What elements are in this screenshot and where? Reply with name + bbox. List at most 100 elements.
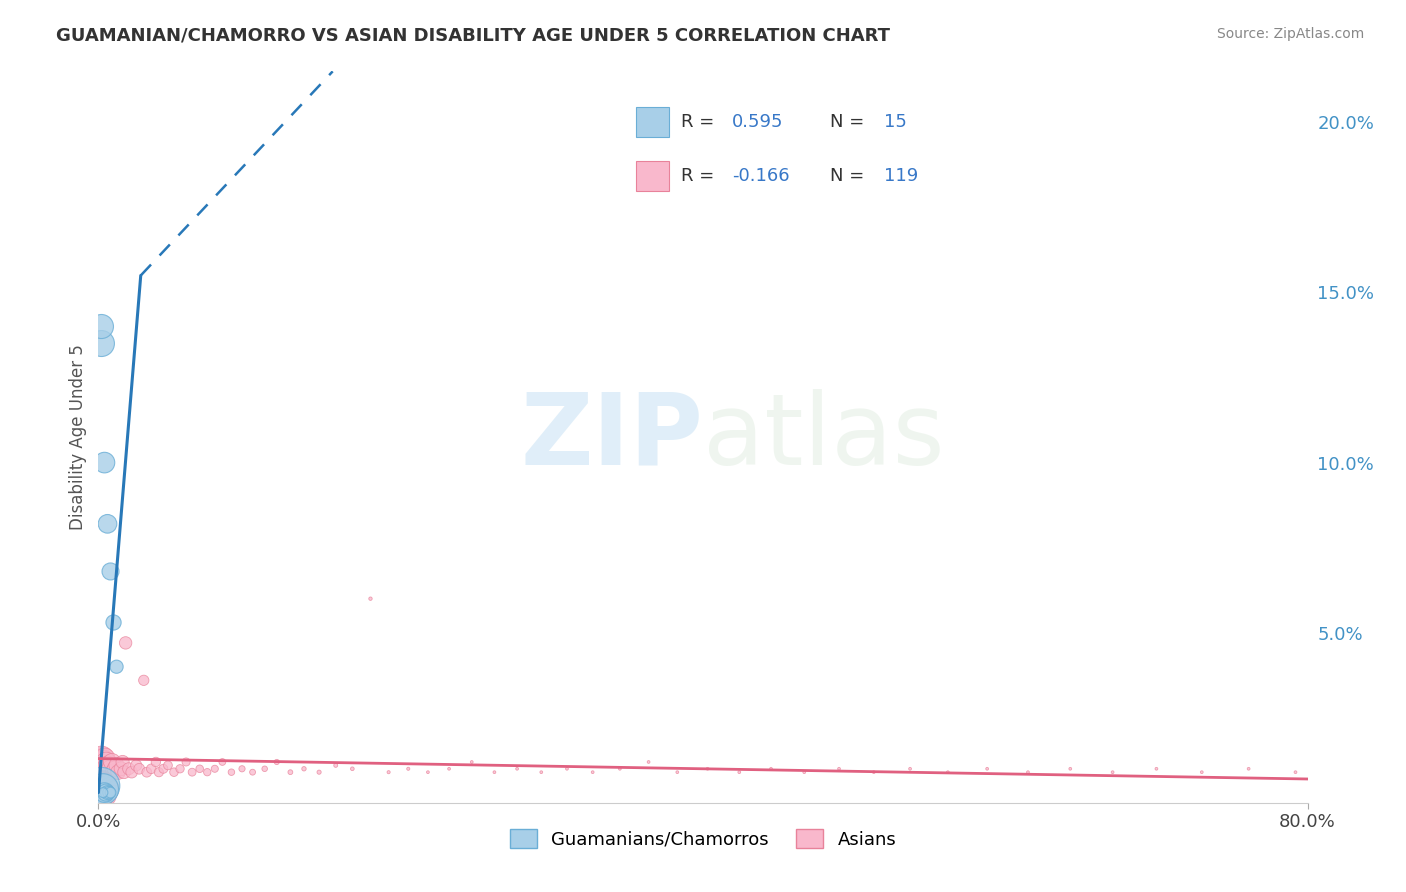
Point (100, 762, 122, 776)
Point (94, 786, 117, 800)
Point (105, 758, 128, 772)
Point (100, 782, 122, 797)
Point (89, 762, 111, 776)
Point (135, 765, 157, 780)
Point (107, 765, 129, 780)
Point (163, 765, 186, 780)
Point (360, 591, 382, 606)
Point (204, 762, 226, 776)
Point (103, 765, 125, 780)
Point (91, 755, 114, 769)
Text: GUAMANIAN/CHAMORRO VS ASIAN DISABILITY AGE UNDER 5 CORRELATION CHART: GUAMANIAN/CHAMORRO VS ASIAN DISABILITY A… (56, 27, 890, 45)
Text: Source: ZipAtlas.com: Source: ZipAtlas.com (1216, 27, 1364, 41)
Point (506, 762, 529, 776)
Point (90, 751, 112, 765)
Point (89, 755, 111, 769)
Point (555, 762, 578, 776)
Point (96, 786, 118, 800)
Point (89, 782, 111, 797)
Point (181, 765, 204, 780)
Point (93, 786, 115, 800)
Point (169, 762, 191, 776)
Point (101, 786, 124, 800)
Point (110, 762, 132, 776)
Point (828, 762, 851, 776)
Point (89, 772, 111, 786)
Point (96, 786, 118, 800)
Point (132, 673, 155, 688)
Point (101, 782, 124, 797)
Point (266, 755, 288, 769)
Point (936, 765, 959, 780)
Point (100, 779, 122, 793)
Point (103, 786, 125, 800)
Point (96, 782, 118, 797)
Point (89, 779, 111, 793)
Point (90, 782, 112, 797)
Point (118, 762, 141, 776)
Point (156, 758, 179, 772)
Point (90, 779, 112, 793)
Point (242, 765, 264, 780)
Legend: Guamanians/Chamorros, Asians: Guamanians/Chamorros, Asians (502, 822, 904, 856)
Point (103, 779, 125, 793)
Point (91, 782, 114, 797)
Point (582, 765, 605, 780)
Point (696, 762, 718, 776)
Point (976, 762, 998, 776)
Point (221, 765, 243, 780)
Point (342, 762, 364, 776)
Point (1017, 765, 1039, 780)
Point (91, 762, 114, 776)
Point (94, 762, 117, 776)
Text: ZIP: ZIP (520, 389, 703, 485)
Point (141, 762, 163, 776)
Point (148, 765, 170, 780)
Point (103, 615, 125, 630)
Point (862, 765, 884, 780)
Point (91, 786, 114, 800)
Point (100, 565, 122, 579)
Point (89, 786, 111, 800)
Point (96, 758, 118, 772)
Point (231, 762, 253, 776)
Point (90, 319, 112, 334)
Point (94, 782, 117, 797)
Point (90, 786, 112, 800)
Point (93, 765, 115, 780)
Point (93, 456, 115, 470)
Point (728, 765, 751, 780)
Point (94, 755, 117, 769)
Point (90, 768, 112, 782)
Point (89, 765, 111, 780)
Point (121, 765, 143, 780)
Point (152, 762, 174, 776)
Point (396, 762, 419, 776)
Point (90, 336, 112, 351)
Point (484, 765, 506, 780)
Point (91, 779, 114, 793)
Point (1284, 765, 1306, 780)
Point (93, 751, 115, 765)
Point (90, 779, 112, 793)
Point (1101, 765, 1123, 780)
Point (91, 758, 114, 772)
Point (609, 762, 631, 776)
Point (91, 765, 114, 780)
Point (125, 758, 148, 772)
Point (93, 782, 115, 797)
Point (93, 786, 115, 800)
Point (292, 762, 315, 776)
Point (416, 765, 439, 780)
Point (195, 765, 218, 780)
Point (437, 762, 460, 776)
Point (111, 755, 134, 769)
Point (90, 765, 112, 780)
Point (89, 782, 111, 797)
Point (94, 779, 117, 793)
Point (211, 755, 233, 769)
Point (104, 762, 127, 776)
Point (91, 786, 114, 800)
Point (377, 765, 399, 780)
Point (1237, 762, 1260, 776)
